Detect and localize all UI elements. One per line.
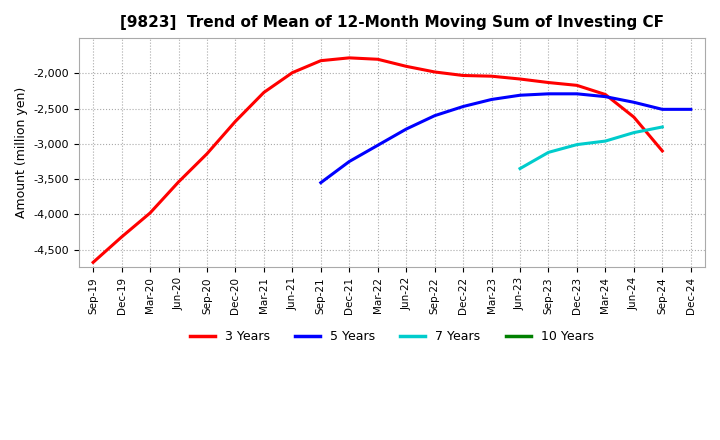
Title: [9823]  Trend of Mean of 12-Month Moving Sum of Investing CF: [9823] Trend of Mean of 12-Month Moving … [120, 15, 664, 30]
Legend: 3 Years, 5 Years, 7 Years, 10 Years: 3 Years, 5 Years, 7 Years, 10 Years [185, 325, 598, 348]
Y-axis label: Amount (million yen): Amount (million yen) [15, 87, 28, 218]
